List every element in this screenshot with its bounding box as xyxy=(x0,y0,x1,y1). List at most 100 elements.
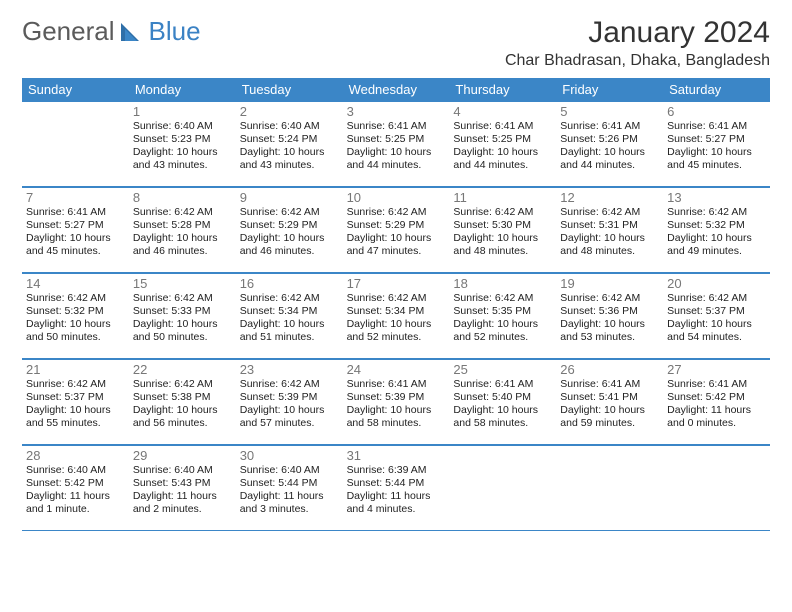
calendar-day: 25Sunrise: 6:41 AMSunset: 5:40 PMDayligh… xyxy=(449,360,556,444)
day-info-line: Sunset: 5:25 PM xyxy=(453,133,552,146)
calendar-day: 14Sunrise: 6:42 AMSunset: 5:32 PMDayligh… xyxy=(22,274,129,358)
day-info-line: Sunrise: 6:40 AM xyxy=(133,464,232,477)
calendar-day: 16Sunrise: 6:42 AMSunset: 5:34 PMDayligh… xyxy=(236,274,343,358)
day-number: 29 xyxy=(133,448,232,463)
day-number: 31 xyxy=(347,448,446,463)
calendar-day-empty xyxy=(663,446,770,530)
calendar-day: 3Sunrise: 6:41 AMSunset: 5:25 PMDaylight… xyxy=(343,102,450,186)
day-info-line: Sunset: 5:29 PM xyxy=(240,219,339,232)
day-header: Friday xyxy=(556,78,663,101)
day-info-line: Sunrise: 6:42 AM xyxy=(240,206,339,219)
calendar-day: 20Sunrise: 6:42 AMSunset: 5:37 PMDayligh… xyxy=(663,274,770,358)
day-info-line: Sunset: 5:23 PM xyxy=(133,133,232,146)
day-info-line: Sunrise: 6:42 AM xyxy=(560,292,659,305)
day-info-line: Sunset: 5:33 PM xyxy=(133,305,232,318)
day-info-line: Daylight: 10 hours and 55 minutes. xyxy=(26,404,125,430)
day-number: 20 xyxy=(667,276,766,291)
day-info-line: Sunrise: 6:41 AM xyxy=(453,378,552,391)
day-number: 8 xyxy=(133,190,232,205)
day-info-line: Sunrise: 6:42 AM xyxy=(453,292,552,305)
day-info-line: Sunset: 5:42 PM xyxy=(26,477,125,490)
calendar: SundayMondayTuesdayWednesdayThursdayFrid… xyxy=(22,78,770,531)
day-info-line: Daylight: 10 hours and 45 minutes. xyxy=(667,146,766,172)
day-info-line: Daylight: 10 hours and 47 minutes. xyxy=(347,232,446,258)
day-info-line: Sunrise: 6:41 AM xyxy=(347,378,446,391)
day-info-line: Sunrise: 6:39 AM xyxy=(347,464,446,477)
day-info-line: Sunrise: 6:42 AM xyxy=(240,292,339,305)
day-info-line: Sunset: 5:37 PM xyxy=(26,391,125,404)
day-info-line: Daylight: 10 hours and 56 minutes. xyxy=(133,404,232,430)
day-header: Thursday xyxy=(449,78,556,101)
day-header: Wednesday xyxy=(343,78,450,101)
day-number: 6 xyxy=(667,104,766,119)
day-info-line: Daylight: 10 hours and 43 minutes. xyxy=(133,146,232,172)
day-info-line: Sunset: 5:25 PM xyxy=(347,133,446,146)
day-info-line: Sunset: 5:32 PM xyxy=(667,219,766,232)
day-info-line: Sunrise: 6:42 AM xyxy=(667,292,766,305)
day-info-line: Sunrise: 6:42 AM xyxy=(347,292,446,305)
calendar-day: 15Sunrise: 6:42 AMSunset: 5:33 PMDayligh… xyxy=(129,274,236,358)
day-info-line: Sunrise: 6:42 AM xyxy=(133,206,232,219)
day-info-line: Daylight: 10 hours and 43 minutes. xyxy=(240,146,339,172)
day-info-line: Sunset: 5:43 PM xyxy=(133,477,232,490)
day-info-line: Daylight: 10 hours and 49 minutes. xyxy=(667,232,766,258)
day-info-line: Sunset: 5:31 PM xyxy=(560,219,659,232)
day-info-line: Daylight: 10 hours and 44 minutes. xyxy=(347,146,446,172)
day-info-line: Daylight: 10 hours and 54 minutes. xyxy=(667,318,766,344)
day-info-line: Sunset: 5:27 PM xyxy=(26,219,125,232)
day-info-line: Sunset: 5:40 PM xyxy=(453,391,552,404)
month-title: January 2024 xyxy=(505,16,770,50)
day-info-line: Daylight: 10 hours and 52 minutes. xyxy=(347,318,446,344)
day-number: 9 xyxy=(240,190,339,205)
calendar-day: 23Sunrise: 6:42 AMSunset: 5:39 PMDayligh… xyxy=(236,360,343,444)
calendar-day: 9Sunrise: 6:42 AMSunset: 5:29 PMDaylight… xyxy=(236,188,343,272)
calendar-week: 28 Sunrise: 6:40 AM Sunset: 5:42 PM Dayligh… xyxy=(22,445,770,531)
day-header: Saturday xyxy=(663,78,770,101)
day-number: 3 xyxy=(347,104,446,119)
day-info-line: Sunrise: 6:41 AM xyxy=(560,120,659,133)
day-info-line: Daylight: 10 hours and 46 minutes. xyxy=(133,232,232,258)
day-info-line: Sunrise: 6:42 AM xyxy=(347,206,446,219)
calendar-day: 12Sunrise: 6:42 AMSunset: 5:31 PMDayligh… xyxy=(556,188,663,272)
day-number: 11 xyxy=(453,190,552,205)
day-number: 25 xyxy=(453,362,552,377)
calendar-day: 30Sunrise: 6:40 AMSunset: 5:44 PMDayligh… xyxy=(236,446,343,530)
day-number: 7 xyxy=(26,190,125,205)
day-info-line: Daylight: 10 hours and 57 minutes. xyxy=(240,404,339,430)
location: Char Bhadrasan, Dhaka, Bangladesh xyxy=(505,52,770,70)
day-info-line: Sunset: 5:44 PM xyxy=(347,477,446,490)
day-info-line: Sunset: 5:39 PM xyxy=(240,391,339,404)
day-info-line: Sunset: 5:28 PM xyxy=(133,219,232,232)
day-info-line: Sunset: 5:26 PM xyxy=(560,133,659,146)
calendar-day: 17Sunrise: 6:42 AMSunset: 5:34 PMDayligh… xyxy=(343,274,450,358)
calendar-day: 26Sunrise: 6:41 AMSunset: 5:41 PMDayligh… xyxy=(556,360,663,444)
calendar-day: 31Sunrise: 6:39 AMSunset: 5:44 PMDayligh… xyxy=(343,446,450,530)
calendar-day: 6Sunrise: 6:41 AMSunset: 5:27 PMDaylight… xyxy=(663,102,770,186)
day-info-line: Sunrise: 6:41 AM xyxy=(560,378,659,391)
calendar-day: 5Sunrise: 6:41 AMSunset: 5:26 PMDaylight… xyxy=(556,102,663,186)
day-info-line: Daylight: 11 hours and 3 minutes. xyxy=(240,490,339,516)
calendar-day-empty xyxy=(556,446,663,530)
header: General Blue January 2024 Char Bhadrasan… xyxy=(22,16,770,70)
calendar-day: 29Sunrise: 6:40 AMSunset: 5:43 PMDayligh… xyxy=(129,446,236,530)
calendar-week: 1Sunrise: 6:40 AMSunset: 5:23 PMDaylight… xyxy=(22,101,770,187)
day-info-line: Sunset: 5:39 PM xyxy=(347,391,446,404)
calendar-day: 28Sunrise: 6:40 AMSunset: 5:42 PMDayligh… xyxy=(22,446,129,530)
day-info-line: Sunset: 5:30 PM xyxy=(453,219,552,232)
calendar-day: 24Sunrise: 6:41 AMSunset: 5:39 PMDayligh… xyxy=(343,360,450,444)
day-number: 13 xyxy=(667,190,766,205)
calendar-day-empty xyxy=(22,102,129,186)
calendar-day: 10Sunrise: 6:42 AMSunset: 5:29 PMDayligh… xyxy=(343,188,450,272)
title-block: January 2024 Char Bhadrasan, Dhaka, Bang… xyxy=(505,16,770,70)
calendar-week: 21Sunrise: 6:42 AMSunset: 5:37 PMDayligh… xyxy=(22,359,770,445)
day-info-line: Sunrise: 6:41 AM xyxy=(667,120,766,133)
day-info-line: Sunrise: 6:41 AM xyxy=(26,206,125,219)
day-number: 28 xyxy=(26,448,125,463)
day-info-line: Sunset: 5:27 PM xyxy=(667,133,766,146)
day-info-line: Daylight: 10 hours and 48 minutes. xyxy=(453,232,552,258)
day-number: 17 xyxy=(347,276,446,291)
day-info-line: Sunset: 5:35 PM xyxy=(453,305,552,318)
day-info-line: Daylight: 10 hours and 46 minutes. xyxy=(240,232,339,258)
day-info-line: Sunrise: 6:41 AM xyxy=(347,120,446,133)
day-number: 24 xyxy=(347,362,446,377)
